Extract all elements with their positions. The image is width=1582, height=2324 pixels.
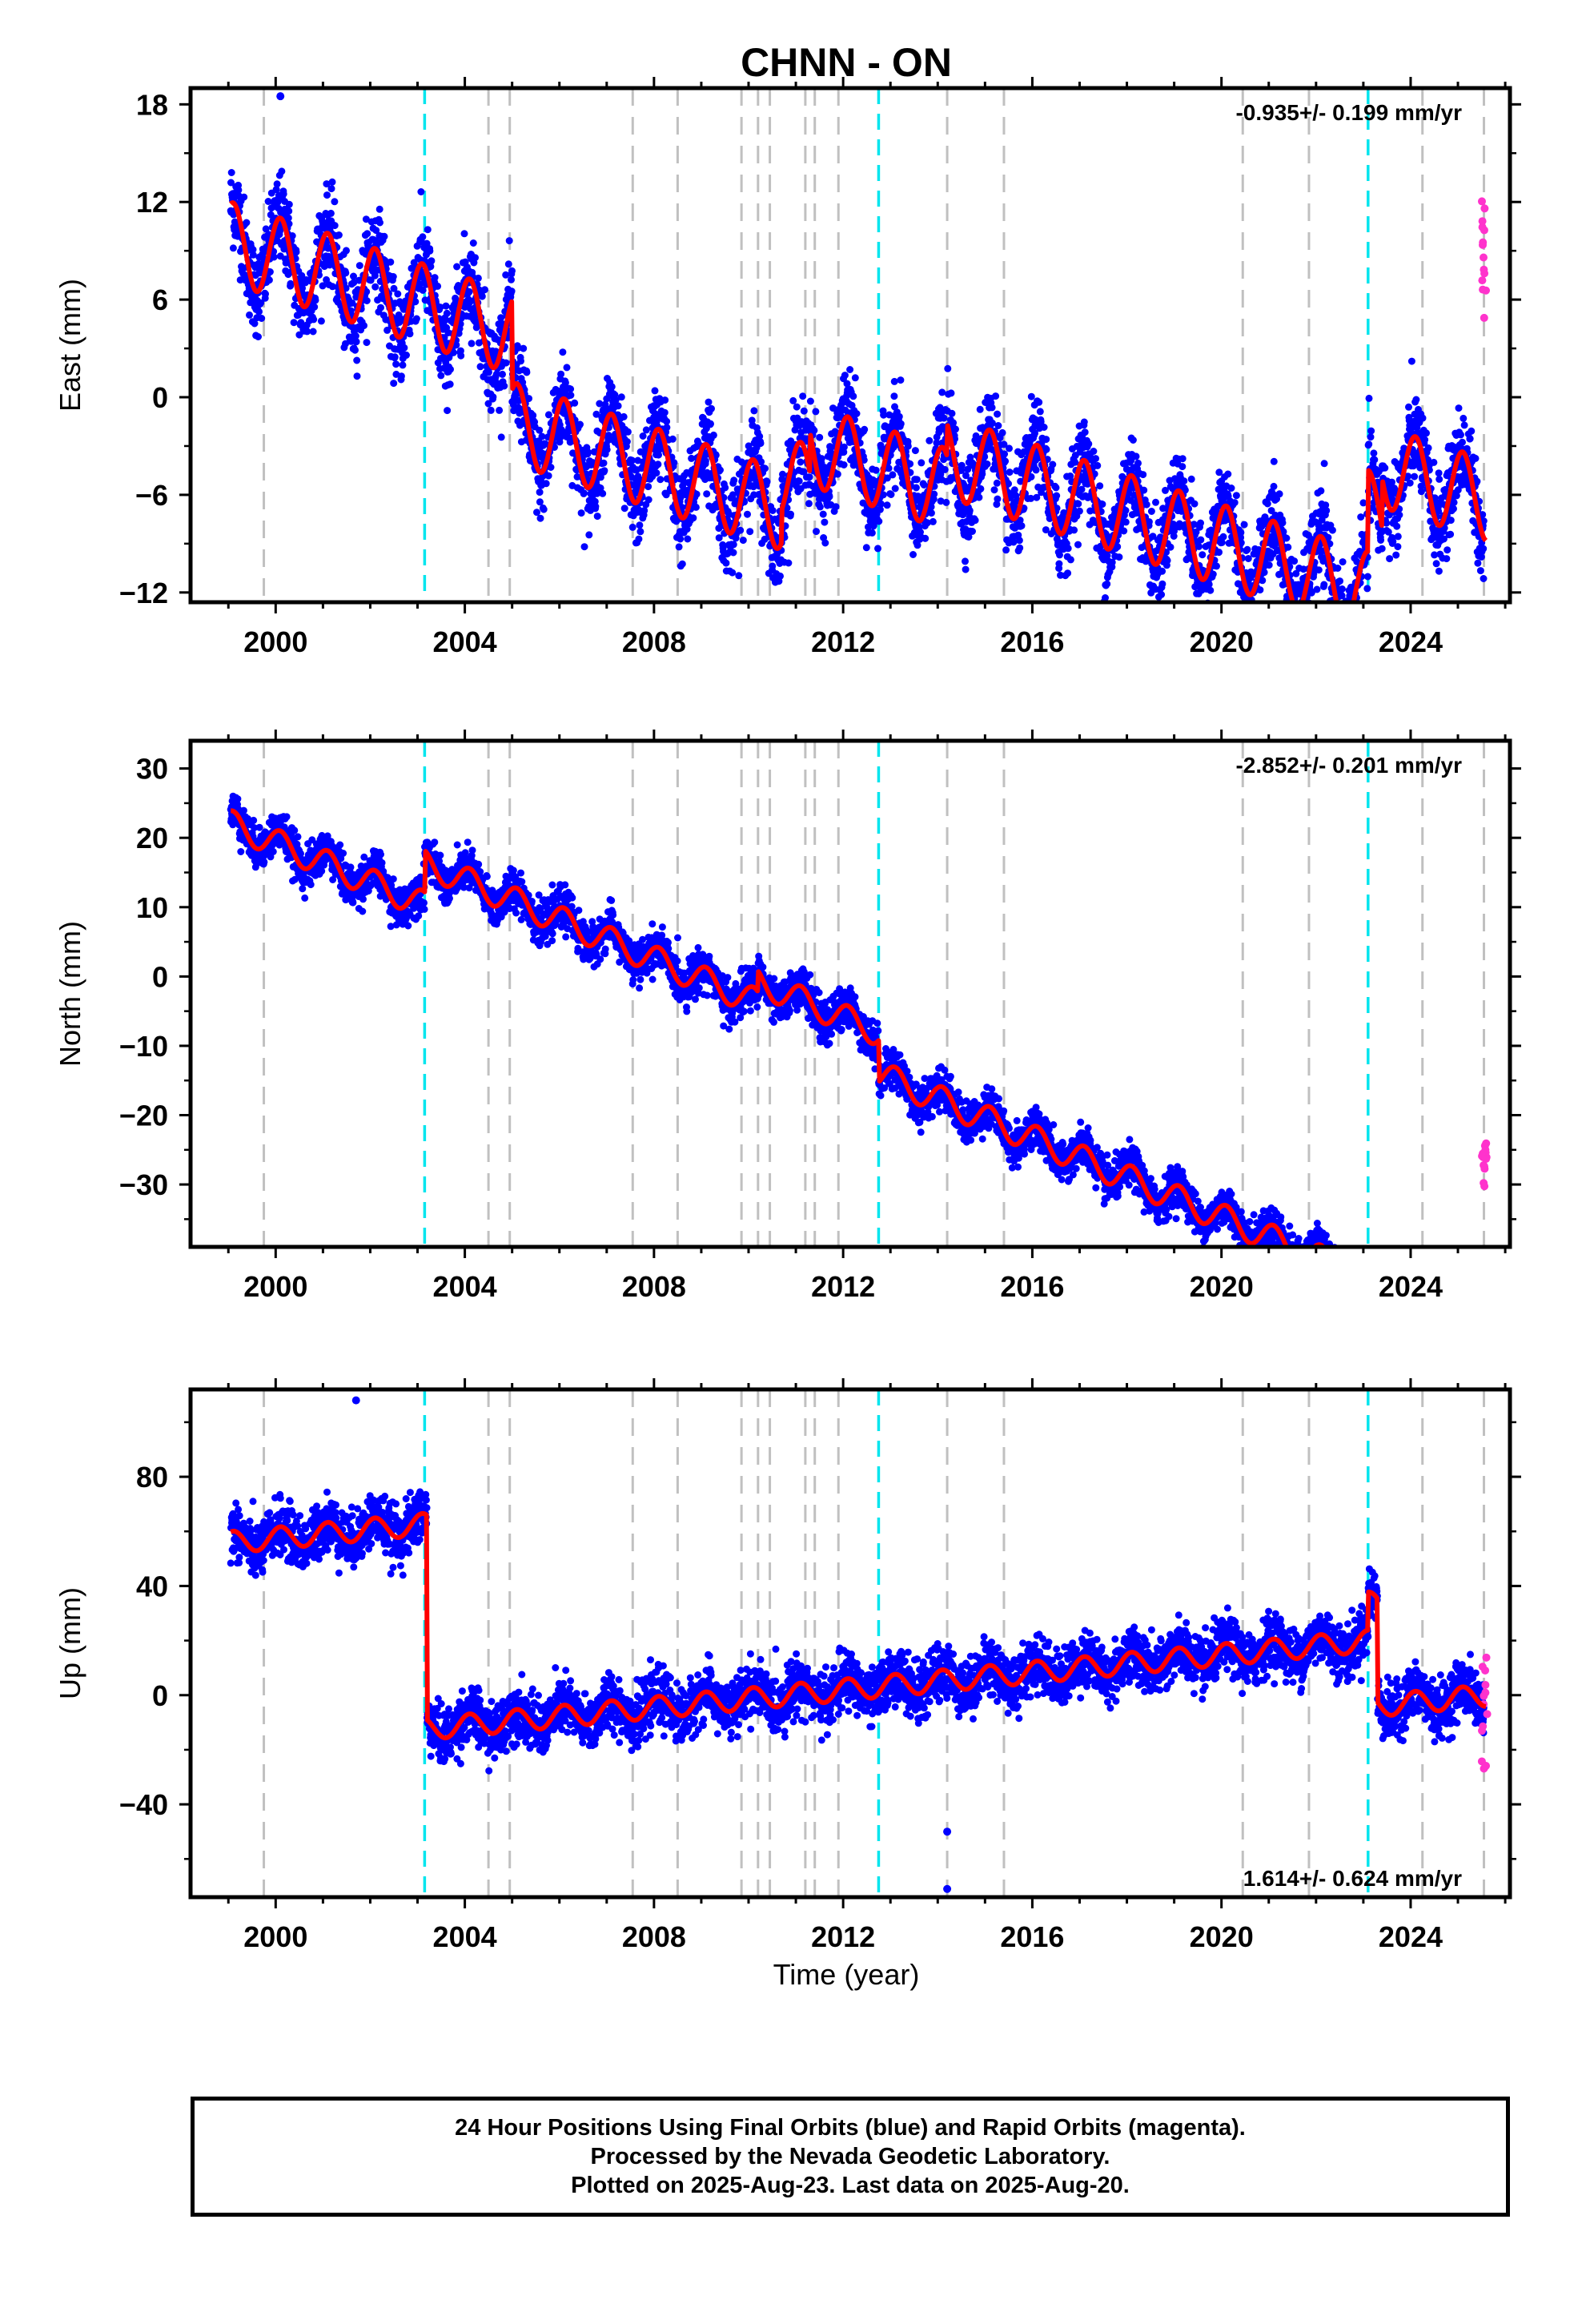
- y-tick-label: −10: [119, 1030, 168, 1063]
- rapid-orbit-point: [1483, 1654, 1491, 1662]
- y-axis-title: East (mm): [54, 279, 86, 412]
- north-panel: 2000 2004 2008 2012 2016 2020 2024 30 20 10 0 −10 −2…: [54, 730, 1521, 1397]
- rapid-orbit-point: [1481, 1681, 1489, 1689]
- daily-position-dots: [227, 793, 1488, 1397]
- rapid-orbit-point: [1482, 1155, 1490, 1163]
- outlier-point: [352, 1397, 360, 1405]
- rapid-orbit-point: [1482, 1762, 1490, 1770]
- x-axis-title: Time (year): [773, 1958, 920, 1991]
- x-tick-label: 2020: [1190, 1270, 1254, 1303]
- y-tick-label: 0: [152, 381, 168, 414]
- x-tick-label: 2004: [433, 1270, 497, 1303]
- y-tick-label: 30: [136, 753, 168, 786]
- y-tick-label: 12: [136, 186, 168, 219]
- final-orbit-points: [227, 92, 1488, 658]
- outlier-point: [276, 92, 284, 100]
- x-tick-label: 2012: [811, 1920, 875, 1953]
- rapid-orbit-point: [1484, 1710, 1492, 1718]
- y-tick-label: −40: [119, 1788, 168, 1821]
- final-orbit-points: [227, 793, 1488, 1397]
- rapid-orbit-point: [1480, 1692, 1488, 1700]
- rapid-orbit-point: [1480, 254, 1488, 262]
- y-tick-label: 6: [152, 283, 168, 316]
- final-orbit-points: [227, 1397, 1488, 1893]
- footer-box: 24 Hour Positions Using Final Orbits (bl…: [191, 2097, 1510, 2217]
- footer-line-1: 24 Hour Positions Using Final Orbits (bl…: [455, 2113, 1246, 2142]
- y-tick-label: −30: [119, 1168, 168, 1201]
- rapid-orbit-point: [1478, 197, 1486, 205]
- x-tick-label: 2004: [433, 625, 497, 658]
- x-tick-label: 2016: [1000, 625, 1064, 658]
- rapid-orbit-point: [1480, 204, 1488, 212]
- rapid-orbit-point: [1479, 1723, 1487, 1731]
- rapid-orbit-point: [1481, 1667, 1489, 1675]
- x-tick-label: 2020: [1190, 1920, 1254, 1953]
- y-tick-label: −12: [119, 577, 168, 609]
- y-axis-title: North (mm): [54, 921, 86, 1067]
- x-tick-label: 2012: [811, 1270, 875, 1303]
- rapid-orbit-point: [1480, 1163, 1488, 1171]
- y-axis-title: Up (mm): [54, 1587, 86, 1699]
- rapid-orbit-point: [1478, 276, 1486, 284]
- y-tick-label: 0: [152, 960, 168, 993]
- y-tick-label: 20: [136, 822, 168, 854]
- rate-label: -0.935+/- 0.199 mm/yr: [1235, 100, 1462, 125]
- x-tick-label: 2024: [1379, 1920, 1443, 1953]
- x-tick-label: 2000: [243, 1920, 307, 1953]
- outlier-point: [943, 1885, 951, 1893]
- x-tick-label: 2020: [1190, 625, 1254, 658]
- x-tick-label: 2008: [622, 625, 686, 658]
- up-panel: 2000 2004 2008 2012 2016 2020 2024 80 40 0 −40 Up (…: [54, 1378, 1521, 1953]
- rapid-orbit-point: [1480, 226, 1488, 234]
- rapid-orbit-point: [1480, 266, 1488, 274]
- rapid-orbit-point: [1480, 1182, 1488, 1190]
- x-tick-label: 2000: [243, 1270, 307, 1303]
- footer-line-2: Processed by the Nevada Geodetic Laborat…: [591, 2142, 1110, 2171]
- y-tick-label: 10: [136, 891, 168, 924]
- rapid-orbit-point: [1479, 286, 1487, 294]
- rapid-orbit-point: [1479, 239, 1487, 247]
- x-tick-label: 2012: [811, 625, 875, 658]
- x-tick-label: 2016: [1000, 1920, 1064, 1953]
- rate-label: 1.614+/- 0.624 mm/yr: [1243, 1866, 1462, 1891]
- y-tick-label: −6: [135, 479, 168, 512]
- x-tick-label: 2000: [243, 625, 307, 658]
- plot-area: [227, 1389, 1492, 1897]
- outlier-point: [943, 1827, 951, 1835]
- east-panel: 2000 2004 2008 2012 2016 2020 2024 18 12 6 0 −6 −12 E…: [54, 77, 1521, 658]
- rapid-orbit-point: [1480, 314, 1488, 322]
- x-tick-label: 2008: [622, 1270, 686, 1303]
- daily-position-dots: [227, 167, 1488, 658]
- y-tick-label: 18: [136, 88, 168, 121]
- y-tick-label: −20: [119, 1100, 168, 1132]
- x-tick-label: 2024: [1379, 625, 1443, 658]
- x-tick-label: 2004: [433, 1920, 497, 1953]
- footer-line-3: Plotted on 2025-Aug-23. Last data on 202…: [571, 2171, 1130, 2200]
- chart-title: CHNN - ON: [741, 40, 952, 85]
- x-tick-label: 2016: [1000, 1270, 1064, 1303]
- rate-label: -2.852+/- 0.201 mm/yr: [1235, 753, 1462, 778]
- y-tick-label: 80: [136, 1461, 168, 1494]
- x-tick-label: 2008: [622, 1920, 686, 1953]
- x-tick-label: 2024: [1379, 1270, 1443, 1303]
- y-tick-label: 0: [152, 1679, 168, 1712]
- plot-area: [227, 88, 1490, 658]
- outlier-point: [1307, 589, 1315, 597]
- y-tick-label: 40: [136, 1570, 168, 1602]
- daily-position-dots: [227, 1488, 1488, 1774]
